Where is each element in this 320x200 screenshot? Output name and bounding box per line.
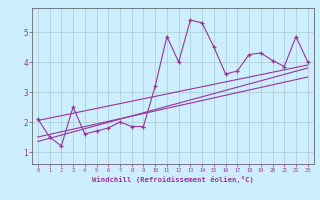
- X-axis label: Windchill (Refroidissement éolien,°C): Windchill (Refroidissement éolien,°C): [92, 176, 254, 183]
